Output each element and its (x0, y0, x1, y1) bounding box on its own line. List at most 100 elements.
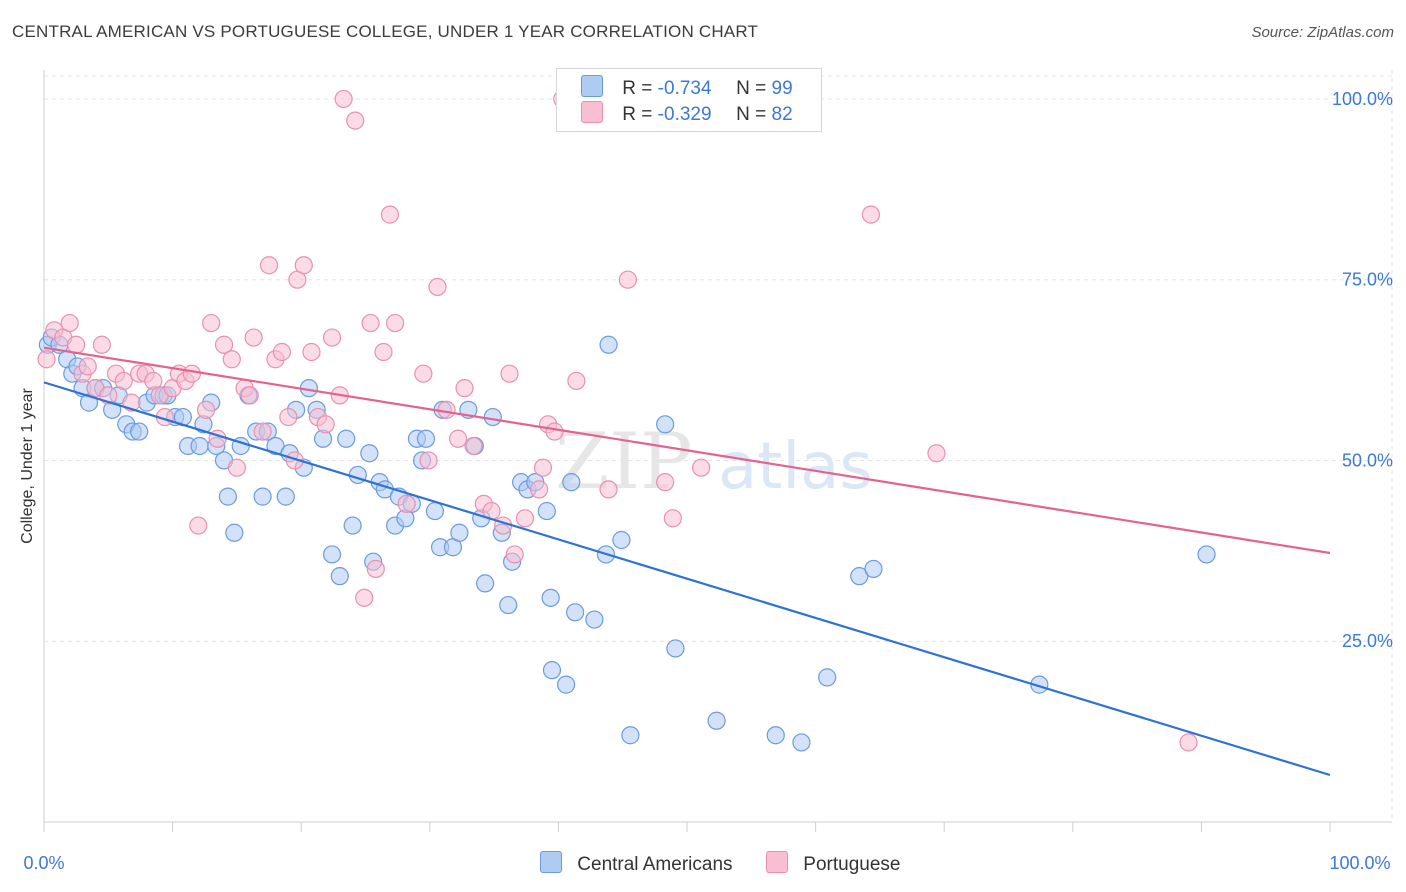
central-american-point (850, 567, 869, 586)
portuguese-point (1179, 733, 1198, 752)
central-american-point (621, 726, 640, 745)
central-american-point (416, 429, 436, 448)
portuguese-point (366, 559, 385, 579)
portuguese-point (437, 400, 456, 419)
portuguese-point (253, 422, 272, 441)
central-american-point (537, 501, 556, 521)
central-american-point (499, 595, 518, 615)
blue-swatch-icon (581, 75, 603, 97)
portuguese-point (346, 111, 365, 130)
portuguese-point (322, 328, 342, 347)
portuguese-trend-line (43, 346, 1331, 555)
portuguese-point (464, 436, 483, 456)
central-american-point (599, 335, 618, 354)
legend-row-central-americans: R = -0.734 N = 99 (581, 75, 793, 101)
legend-n-value: 82 (771, 104, 793, 125)
legend-r-value: -0.329 (657, 104, 712, 125)
portuguese-point (428, 277, 447, 297)
portuguese-point (78, 357, 97, 376)
central-american-point (218, 487, 237, 506)
portuguese-point (448, 429, 468, 448)
central-american-point (864, 559, 883, 579)
portuguese-point (214, 335, 234, 354)
portuguese-point (419, 451, 438, 470)
portuguese-point (927, 444, 946, 463)
portuguese-point (227, 458, 246, 477)
bottom-legend-central-americans: Central Americans (540, 851, 733, 876)
legend-n-value: 99 (771, 78, 793, 99)
portuguese-point (374, 342, 393, 362)
portuguese-point (861, 205, 880, 224)
watermark-zip: ZIP (555, 417, 693, 507)
portuguese-point (397, 494, 416, 513)
portuguese-point (302, 342, 321, 362)
legend-n-label: N = (736, 104, 767, 125)
portuguese-point (182, 364, 201, 383)
central-american-point (225, 523, 244, 542)
central-american-point (666, 639, 685, 658)
portuguese-point (533, 458, 553, 477)
central-american-point (483, 407, 502, 427)
portuguese-point (545, 422, 564, 441)
data-points (37, 89, 1216, 752)
portuguese-point (222, 350, 241, 369)
portuguese-point (414, 364, 433, 383)
portuguese-point (567, 371, 586, 391)
portuguese-point (272, 342, 292, 362)
portuguese-point (355, 588, 374, 607)
trend-lines (43, 346, 1331, 777)
source-credit: Source: ZipAtlas.com (1251, 24, 1394, 41)
portuguese-point (505, 545, 524, 564)
portuguese-point (515, 509, 535, 528)
portuguese-point (656, 473, 675, 492)
portuguese-point (279, 407, 298, 427)
central-americans-trend-line (43, 381, 1331, 777)
legend-r-label: R = (622, 78, 653, 99)
axes (43, 70, 1392, 832)
central-american-point (253, 487, 272, 506)
correlation-legend: R = -0.734 N = 99 R = -0.329 N = 82 (556, 68, 822, 132)
central-american-point (425, 501, 445, 521)
portuguese-point (37, 350, 56, 369)
portuguese-point (455, 379, 474, 398)
legend-r-value: -0.734 (657, 78, 712, 99)
central-american-point (557, 675, 576, 694)
x-tick-label: 0.0% (23, 853, 64, 873)
gridlines (44, 70, 1393, 822)
central-american-point (566, 603, 585, 622)
portuguese-point (202, 313, 221, 333)
central-american-point (337, 429, 356, 448)
blue-swatch-icon (540, 851, 562, 873)
y-tick-label: 50.0% (1342, 450, 1393, 470)
central-american-point (322, 545, 342, 564)
central-american-point (450, 523, 469, 542)
central-american-point (612, 530, 631, 550)
portuguese-point (259, 256, 279, 275)
portuguese-point (316, 415, 335, 434)
legend-r-label: R = (622, 104, 653, 125)
central-american-point (585, 610, 604, 629)
series-name: Portuguese (803, 854, 901, 875)
legend-row-portuguese: R = -0.329 N = 82 (581, 101, 793, 127)
central-american-point (1197, 545, 1216, 564)
central-american-point (542, 661, 562, 680)
central-american-point (330, 567, 349, 586)
central-american-point (562, 473, 581, 492)
central-american-point (475, 574, 495, 593)
portuguese-point (599, 480, 618, 499)
central-american-point (266, 436, 285, 456)
central-american-point (792, 733, 811, 752)
portuguese-point (334, 89, 353, 109)
portuguese-point (196, 400, 216, 419)
y-tick-label: 100.0% (1332, 89, 1393, 109)
y-tick-label: 75.0% (1342, 270, 1393, 290)
central-american-point (276, 487, 295, 506)
portuguese-point (361, 313, 380, 333)
portuguese-point (92, 335, 111, 354)
central-american-point (190, 436, 209, 456)
portuguese-point (663, 509, 682, 528)
pink-swatch-icon (766, 851, 788, 873)
central-american-point (656, 415, 675, 434)
central-american-point (360, 444, 379, 463)
